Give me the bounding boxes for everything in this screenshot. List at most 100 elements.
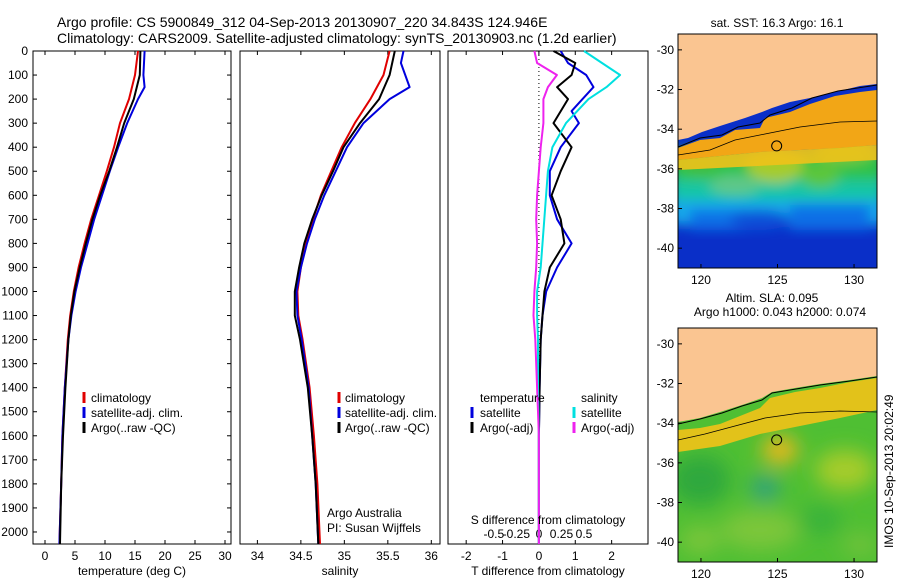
salinity-xlabel: salinity [322,564,359,578]
x-tick-label: 0 [536,549,543,563]
x-tick-label: 5 [72,549,79,563]
sla-contour [678,410,877,441]
credit-line1: Argo Australia [327,506,402,520]
x-tick-label: -0.5 [483,527,504,541]
depth-tick-label: 1100 [2,309,28,323]
argo-position-marker [771,434,783,446]
depth-tick-label: 700 [8,212,28,226]
difference-series-line [537,50,577,544]
map-lat-tick: -40 [657,241,675,255]
depth-tick-label: 200 [8,92,28,106]
difference-profiles [532,50,622,544]
depth-tick-label: 1300 [1,357,28,371]
map-lat-tick: -34 [657,416,675,430]
sla-map-title-line2: Argo h1000: 0.043 h2000: 0.074 [694,305,866,319]
difference-xlabel: T difference from climatology [471,564,625,578]
depth-tick-label: 1900 [1,501,28,515]
legend-label-argo: Argo(..raw -QC) [91,421,176,435]
salinity-axes-frame [239,50,441,545]
x-tick-label: 35 [338,549,352,563]
x-tick-label: 34.5 [289,549,313,563]
sst-map-title: sat. SST: 16.3 Argo: 16.1 [711,16,844,30]
x-tick-label: 20 [158,549,172,563]
map-lon-tick: 120 [691,567,711,580]
legend-label-temp-satellite: satellite [480,406,521,420]
sla-land [678,328,877,422]
salinity-profiles [293,50,411,545]
legend-label-sal-argo: Argo(-adj) [581,421,634,435]
temperature-legend: climatology satellite-adj. clim. Argo(..… [82,391,183,435]
legend-header-temperature: temperature [480,391,545,405]
map-lat-tick: -32 [657,83,675,97]
x-tick-label: 35.5 [376,549,400,563]
credit-line2: PI: Susan Wijffels [327,521,421,535]
imos-timestamp: IMOS 10-Sep-2013 20:02:49 [882,394,896,548]
depth-tick-label: 1400 [1,381,28,395]
x-tick-label: 2 [608,549,615,563]
x-tick-label: 0 [42,549,49,563]
temperature-xlabel: temperature (deg C) [78,564,186,578]
sla-map-ticks: 120 125 130 -30 -32 -34 -36 -38 -40 [657,337,865,580]
map-lat-tick: -32 [657,377,675,391]
difference-series-line [532,50,558,544]
sst-contour [678,120,877,156]
temperature-profiles [58,50,146,545]
legend-label-sal-satellite: satellite [581,406,622,420]
depth-tick-label: 1000 [1,284,28,298]
map-lon-tick: 120 [691,273,711,287]
sst-map-ticks: 120 125 130 -30 -32 -34 -36 -38 -40 [657,43,865,287]
depth-tick-label: 300 [8,116,28,130]
salinity-panel: 34 34.5 35 35.5 36 salinity climatology sate… [239,50,441,578]
sla-map: Altim. SLA: 0.095 Argo h1000: 0.043 h200… [657,291,878,580]
depth-tick-label: 0 [21,44,28,58]
sla-map-title-line1: Altim. SLA: 0.095 [726,291,819,305]
depth-tick-label: 1700 [1,453,28,467]
legend-header-salinity: salinity [581,391,618,405]
map-lat-tick: -36 [657,456,675,470]
x-tick-label: 30 [218,549,232,563]
depth-tick-label: 800 [8,236,28,250]
depth-tick-label: 1800 [1,477,28,491]
x-tick-label: -0.25 [503,527,531,541]
x-tick-label: 15 [128,549,142,563]
depth-tick-label: 1500 [1,405,28,419]
x-tick-label: 10 [98,549,112,563]
x-tick-label: -1 [497,549,508,563]
x-tick-label: 34 [251,549,265,563]
sst-map: sat. SST: 16.3 Argo: 16.1 [657,16,878,287]
temperature-axes-frame [32,50,232,545]
depth-tick-label: 2000 [1,525,28,539]
depth-tick-label: 600 [8,188,28,202]
map-lat-tick: -40 [657,535,675,549]
legend-label-climatology: climatology [91,391,151,405]
depth-tick-label: 400 [8,140,28,154]
depth-tick-label: 900 [8,260,28,274]
map-lat-tick: -38 [657,202,675,216]
salinity-legend: climatology satellite-adj. clim. Argo(..… [337,391,437,435]
x-tick-label: -2 [461,549,472,563]
legend-label-argo: Argo(..raw -QC) [345,421,430,435]
figure-title-line1: Argo profile: CS 5900849_312 04-Sep-2013… [57,14,547,30]
map-lat-tick: -36 [657,162,675,176]
x-tick-label: 25 [188,549,202,563]
difference-legend: temperature salinity satellite Argo(-adj… [470,391,634,435]
figure-title-line2: Climatology: CARS2009. Satellite-adjuste… [57,30,617,46]
depth-tick-label: 1200 [1,333,28,347]
x-tick-label: 0.5 [576,527,593,541]
sst-coastline [678,84,877,148]
map-lon-tick: 130 [844,567,864,580]
x-tick-label: 0.25 [550,527,574,541]
map-lon-tick: 130 [844,273,864,287]
difference-axes-frame [447,50,649,545]
map-lon-tick: 125 [767,273,787,287]
sla-coastline [678,376,877,425]
difference-panel: -2 -1 0 1 2-0.5-0.25 0 0.25 0.5 temperature sal… [447,50,649,578]
map-lat-tick: -30 [657,337,675,351]
x-tick-label: 1 [572,549,579,563]
salinity-ticks: 34 34.5 35 35.5 36 [251,51,438,563]
depth-tick-label: 500 [8,164,28,178]
temperature-panel: 0100200300400500600700800900100011001200… [1,44,648,578]
difference-top-xlabel: S difference from climatology [471,513,626,527]
depth-tick-label: 1600 [1,429,28,443]
salinity-series-line [293,50,396,545]
